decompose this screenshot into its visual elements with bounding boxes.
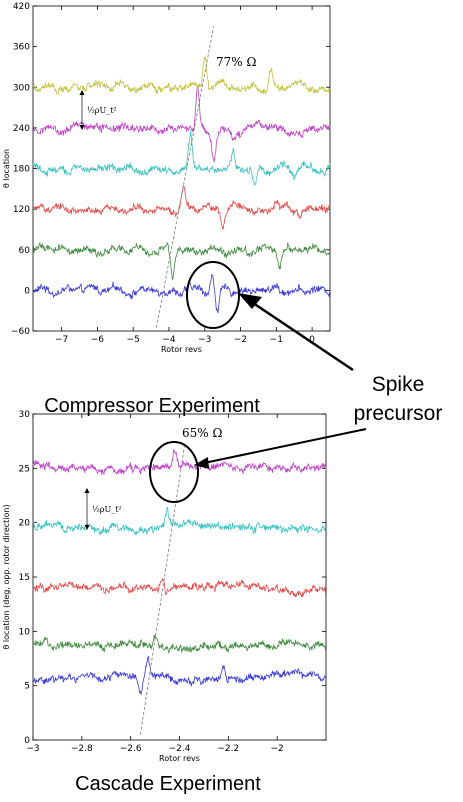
y-tick-label: 30 (19, 410, 31, 420)
x-tick-label: −5 (127, 335, 140, 345)
y-axis-label: θ location (deg, opp. rotor direction) (2, 504, 11, 649)
speed-annotation: 65% Ω (182, 426, 222, 440)
y-tick-label: 10 (19, 627, 31, 637)
x-tick-label: −2 (271, 744, 284, 754)
series-trace-0 (32, 655, 327, 696)
top-spike-ellipse (186, 261, 240, 329)
y-tick-label: 360 (13, 43, 30, 53)
x-tick-label: −3 (198, 335, 211, 345)
y-tick-label: 15 (19, 573, 30, 583)
series-trace-2 (32, 185, 331, 230)
series-trace-1 (32, 241, 331, 281)
propagation-dashed-line (156, 26, 215, 328)
x-tick-label: −3 (26, 744, 39, 754)
x-tick-label: 0 (309, 335, 315, 345)
y-tick-label: 5 (24, 682, 30, 692)
series-trace-0 (32, 274, 331, 314)
scale-arrow-head-up (79, 90, 85, 95)
y-tick-label: 420 (13, 2, 30, 12)
cascade-caption: Cascade Experiment (75, 773, 261, 795)
y-tick-label: 60 (19, 246, 31, 256)
y-tick-label: −60 (11, 327, 30, 337)
y-axis-label: θ location (2, 149, 11, 188)
series-trace-1 (32, 634, 327, 655)
callout-arrow-bottom (194, 428, 367, 469)
speed-annotation: 77% Ω (216, 55, 256, 69)
x-tick-label: −4 (162, 335, 176, 345)
x-axis-label: Rotor revs (161, 345, 202, 354)
x-tick-label: −1 (270, 335, 283, 345)
series-trace-2 (32, 577, 327, 598)
x-tick-label: −2.4 (169, 744, 191, 754)
callout-line-2: precursor (354, 402, 443, 425)
callout-arrow-top (238, 293, 354, 372)
scale-arrow-head-down (79, 125, 85, 130)
x-tick-label: −6 (91, 335, 105, 345)
series-trace-3 (32, 130, 331, 186)
cascade-chart: −3 −2.8 −2.6 −2.4 −2.2 −2 0 5 10 15 20 25 30 Rotor re… (2, 410, 327, 763)
y-tick-label: 20 (19, 519, 31, 529)
y-tick-label: 120 (13, 205, 30, 215)
scale-label: ½ρU_t² (87, 106, 117, 115)
scale-arrow-head-up (84, 488, 90, 493)
scale-label: ½ρU_t² (92, 505, 122, 514)
x-tick-label: −2 (234, 335, 247, 345)
plot-frame (32, 413, 327, 741)
y-tick-label: 300 (13, 83, 30, 93)
y-tick-label: 0 (24, 286, 30, 296)
callout-line-1: Spike (372, 373, 425, 396)
x-axis-label: Rotor revs (159, 754, 200, 763)
series-trace-4 (32, 448, 327, 476)
scale-arrow-head-down (84, 525, 90, 530)
y-tick-label: 180 (13, 165, 30, 175)
propagation-dashed-line (140, 446, 185, 735)
x-tick-label: −7 (55, 335, 68, 345)
y-tick-label: 240 (13, 124, 30, 134)
x-tick-label: −2.2 (217, 744, 239, 754)
x-tick-label: −2.6 (120, 744, 142, 754)
compressor-chart: −7 −6 −5 −4 −3 −2 −1 0 −60 0 60 120 180 240 300 360 420 R… (2, 2, 331, 354)
bottom-spike-ellipse (149, 441, 199, 503)
compressor-caption: Compressor Experiment (44, 395, 260, 417)
series-trace-5 (32, 55, 331, 96)
y-tick-label: 25 (19, 464, 30, 474)
series-trace-4 (32, 85, 331, 164)
series-trace-3 (32, 505, 327, 536)
y-tick-label: 0 (24, 736, 30, 746)
x-tick-label: −2.8 (71, 744, 93, 754)
